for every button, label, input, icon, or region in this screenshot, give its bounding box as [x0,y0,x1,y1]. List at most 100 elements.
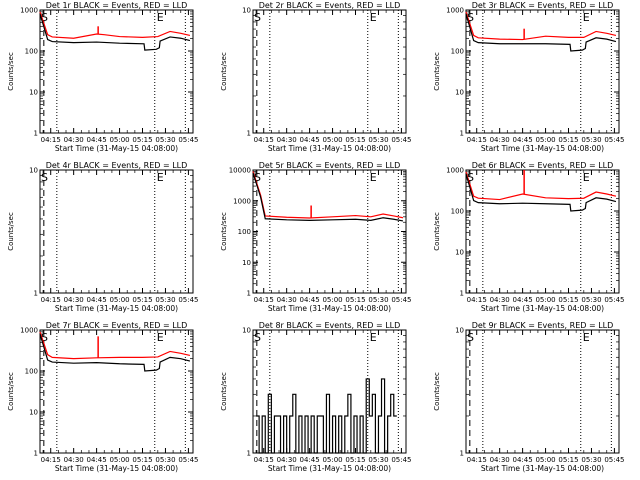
end-marker-label: E [157,331,164,344]
events-series-line [39,13,191,51]
x-tick-label: 05:15 [558,296,578,304]
panel-det4: Det 4r BLACK = Events, RED = LLD 10 1 Count… [7,161,199,313]
x-tick-label: 05:00 [109,296,129,304]
x-tick-label: 04:45 [300,456,320,464]
x-tick-label: 04:45 [87,296,107,304]
y-axis-label: Counts/sec [7,212,15,251]
y-axis-label: Counts/sec [7,372,15,411]
x-tick-label: 04:45 [513,456,533,464]
plot-frame [252,169,407,294]
y-tick-label: 10 [29,409,38,417]
x-tick-label: 05:30 [581,456,601,464]
end-marker-label: E [583,171,590,184]
panel-title: Det 7r BLACK = Events, RED = LLD [46,321,188,330]
end-marker-label: E [583,331,590,344]
y-axis-label: Counts/sec [433,212,441,251]
events-series-line [465,13,617,52]
events-series-line [256,378,397,454]
y-tick-label: 1 [460,130,464,138]
y-tick-label: 10 [29,167,38,175]
y-tick-label: 1 [247,450,251,458]
x-tick-label: 05:15 [345,296,365,304]
panel-det2: Det 2r BLACK = Events, RED = LLD 10 1 Count… [220,1,412,153]
y-tick-label: 1000 [446,7,464,15]
x-tick-label: 05:15 [558,136,578,144]
events-series-line [252,172,404,222]
end-marker-label: E [157,11,164,24]
y-tick-label: 1 [34,450,38,458]
start-marker-label: S [467,11,474,24]
panel-title: Det 4r BLACK = Events, RED = LLD [46,161,188,170]
x-tick-label: 04:30 [277,136,297,144]
x-tick-label: 05:15 [345,456,365,464]
x-tick-label: 05:30 [368,456,388,464]
y-tick-label: 10 [455,89,464,97]
start-marker-label: S [254,11,261,24]
plot-frame [465,329,620,454]
x-tick-label: 05:30 [155,296,175,304]
panel-det1: Det 1r BLACK = Events, RED = LLD 1000 100 1… [7,1,199,153]
x-tick-label: 05:45 [178,136,198,144]
y-tick-label: 10 [455,249,464,257]
y-tick-label: 100 [25,368,38,376]
panel-title: Det 2r BLACK = Events, RED = LLD [259,1,401,10]
y-tick-label: 10 [29,89,38,97]
panel-det8: Det 8r BLACK = Events, RED = LLD 10 1 Count… [220,321,412,473]
x-tick-label: 04:15 [467,296,487,304]
events-series-line [39,333,191,372]
x-tick-label: 05:00 [109,456,129,464]
x-tick-label: 04:45 [513,136,533,144]
panel-title: Det 8r BLACK = Events, RED = LLD [259,321,401,330]
x-tick-label: 05:30 [581,136,601,144]
plot-frame [465,9,620,134]
y-tick-label: 1 [34,290,38,298]
x-tick-label: 04:15 [467,136,487,144]
x-axis-label: Start Time (31-May-15 04:08:00) [481,464,604,473]
y-axis-label: Counts/sec [220,212,228,251]
x-tick-label: 04:15 [254,136,274,144]
x-tick-label: 05:45 [391,456,411,464]
x-tick-label: 04:15 [254,456,274,464]
end-marker-label: E [583,11,590,24]
x-axis-label: Start Time (31-May-15 04:08:00) [55,304,178,313]
y-tick-label: 100 [238,228,251,236]
y-tick-label: 1000 [233,197,251,205]
x-axis-label: Start Time (31-May-15 04:08:00) [481,144,604,153]
y-tick-label: 10 [242,7,251,15]
x-tick-label: 04:15 [467,456,487,464]
x-tick-label: 04:45 [513,296,533,304]
x-tick-label: 05:00 [322,456,342,464]
x-tick-label: 04:45 [87,456,107,464]
x-tick-label: 04:30 [277,296,297,304]
y-tick-label: 1000 [20,327,38,335]
x-tick-label: 05:45 [604,136,624,144]
x-tick-label: 05:00 [109,136,129,144]
x-tick-label: 05:30 [368,296,388,304]
y-axis-label: Counts/sec [433,372,441,411]
x-tick-label: 05:45 [391,136,411,144]
end-marker-label: E [370,331,377,344]
x-tick-label: 05:45 [604,456,624,464]
x-tick-label: 04:30 [64,136,84,144]
y-tick-label: 100 [451,208,464,216]
x-axis-label: Start Time (31-May-15 04:08:00) [481,304,604,313]
plot-frame [39,169,194,294]
y-tick-label: 100 [25,48,38,56]
x-axis-label: Start Time (31-May-15 04:08:00) [268,464,391,473]
x-tick-label: 05:15 [345,136,365,144]
lld-series-line [252,171,404,219]
x-tick-label: 05:30 [155,136,175,144]
x-tick-label: 05:45 [178,296,198,304]
y-axis-label: Counts/sec [220,372,228,411]
start-marker-label: S [41,331,48,344]
x-tick-label: 05:45 [391,296,411,304]
start-marker-label: S [467,331,474,344]
x-tick-label: 04:30 [64,296,84,304]
plot-frame [39,329,194,454]
end-marker-label: E [370,11,377,24]
y-tick-label: 1 [34,130,38,138]
x-tick-label: 05:00 [322,136,342,144]
y-axis-label: Counts/sec [220,52,228,91]
panel-det6: Det 6r BLACK = Events, RED = LLD 1000 100 1… [433,161,625,313]
start-marker-label: S [254,171,261,184]
